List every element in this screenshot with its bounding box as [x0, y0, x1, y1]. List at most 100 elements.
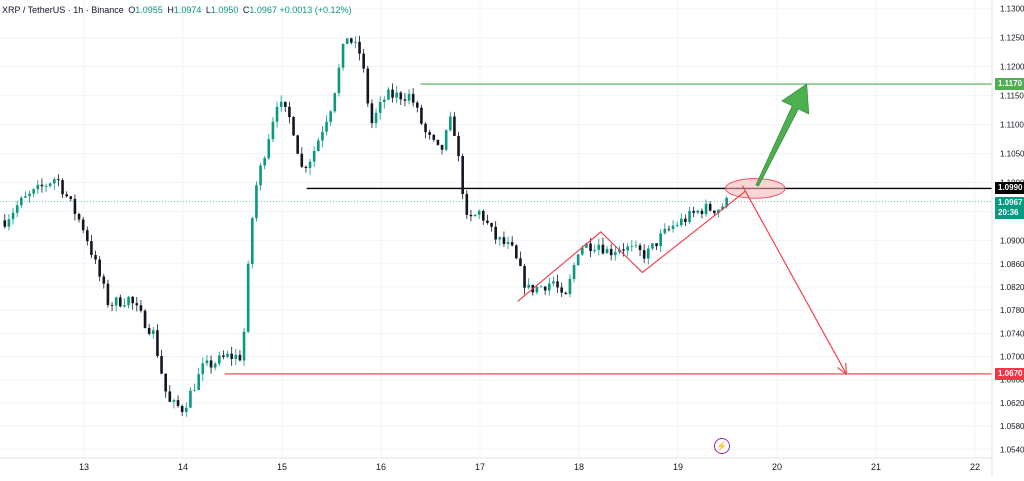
candle-down — [713, 210, 716, 214]
candle-down — [143, 310, 147, 329]
candle-up — [20, 197, 23, 206]
target-up-price-tag: 1.1170 — [995, 78, 1024, 91]
candle-up — [15, 205, 19, 213]
candle-up — [548, 283, 551, 291]
candle-down — [102, 276, 106, 284]
x-tick-label: 20 — [772, 462, 782, 472]
symbol-header: XRP / TetherUS · 1h · Binance O1.0955 H1… — [2, 5, 352, 15]
open-value: 1.0955 — [135, 5, 163, 15]
candle-down — [436, 139, 440, 145]
candle-down — [609, 248, 613, 256]
candle-up — [197, 374, 200, 391]
candle-down — [3, 220, 7, 227]
candle-up — [279, 101, 283, 107]
candle-down — [461, 156, 464, 195]
candle-up — [11, 212, 15, 220]
candle-down — [135, 303, 139, 306]
candle-down — [519, 258, 522, 266]
y-tick-label: 1.0780 — [1000, 306, 1024, 315]
pattern-line — [517, 190, 746, 302]
candle-up — [193, 390, 196, 391]
candle-down — [73, 198, 77, 214]
candle-down — [230, 353, 233, 359]
candle-down — [655, 243, 658, 247]
candle-down — [222, 355, 225, 357]
candle-down — [432, 134, 436, 140]
low-value: 1.0950 — [210, 5, 239, 15]
price-axis: 1.13001.12501.12001.11501.11001.10501.10… — [1000, 5, 1024, 455]
candle-up — [527, 284, 530, 288]
candle-up — [354, 41, 357, 43]
candle-up — [185, 407, 188, 412]
candle-up — [498, 237, 502, 240]
x-tick-label: 18 — [574, 462, 584, 472]
current-price-tag: 1.0967 20:36 — [995, 196, 1024, 219]
candle-down — [490, 223, 493, 227]
candle-down — [700, 210, 704, 215]
candle-up — [317, 140, 320, 151]
y-tick-label: 1.0660 — [1000, 376, 1024, 385]
symbol-label[interactable]: XRP / TetherUS · 1h · Binance — [2, 5, 124, 15]
candle-up — [535, 286, 539, 293]
candle-down — [453, 116, 456, 136]
candle-up — [552, 281, 555, 284]
candle-down — [486, 220, 489, 224]
candle-down — [86, 230, 89, 242]
candle-up — [48, 183, 52, 186]
candle-down — [667, 228, 671, 230]
x-tick-label: 21 — [871, 462, 881, 472]
up-arrow — [755, 83, 810, 187]
candle-down — [296, 135, 299, 154]
high-label: H — [167, 5, 174, 15]
resistance-price-tag: 1.0990 — [995, 182, 1024, 195]
candle-up — [630, 245, 634, 247]
down-arrow-head — [845, 362, 847, 374]
candle-down — [209, 360, 213, 368]
candle-down — [300, 153, 304, 167]
candle-up — [659, 233, 662, 247]
candle-down — [304, 166, 308, 168]
candle-down — [57, 179, 60, 181]
candles — [3, 35, 728, 417]
x-tick-label: 13 — [79, 462, 89, 472]
candle-up — [172, 400, 176, 402]
candle-down — [65, 194, 68, 197]
candle-up — [704, 203, 708, 215]
y-tick-label: 1.1200 — [1000, 63, 1024, 72]
candle-up — [721, 206, 724, 210]
candle-up — [7, 219, 11, 227]
y-tick-label: 1.1150 — [1000, 92, 1024, 101]
candle-down — [589, 243, 592, 252]
lightning-icon[interactable]: ⚡ — [714, 438, 730, 454]
candle-up — [614, 252, 617, 256]
candle-down — [638, 245, 642, 251]
candle-up — [576, 254, 580, 266]
candle-down — [440, 144, 444, 150]
x-tick-label: 19 — [673, 462, 683, 472]
resistance-price: 1.0990 — [998, 183, 1023, 193]
candle-up — [572, 265, 576, 279]
candle-down — [362, 53, 365, 69]
candle-up — [597, 244, 601, 250]
candle-up — [36, 184, 40, 190]
candle-up — [24, 196, 27, 198]
candle-up — [127, 296, 130, 306]
candle-down — [131, 296, 134, 304]
candle-up — [28, 193, 31, 197]
candle-down — [40, 184, 44, 187]
candle-up — [444, 130, 448, 150]
candle-down — [69, 196, 73, 199]
candle-up — [321, 131, 324, 141]
candle-up — [329, 111, 332, 122]
candle-up — [341, 43, 345, 68]
candle-up — [255, 185, 258, 219]
candle-down — [139, 305, 143, 311]
x-tick-label: 14 — [178, 462, 188, 472]
candle-up — [647, 248, 650, 259]
candle-down — [424, 123, 427, 133]
candle-up — [152, 330, 155, 334]
candle-up — [626, 246, 629, 251]
candle-down — [168, 391, 172, 402]
